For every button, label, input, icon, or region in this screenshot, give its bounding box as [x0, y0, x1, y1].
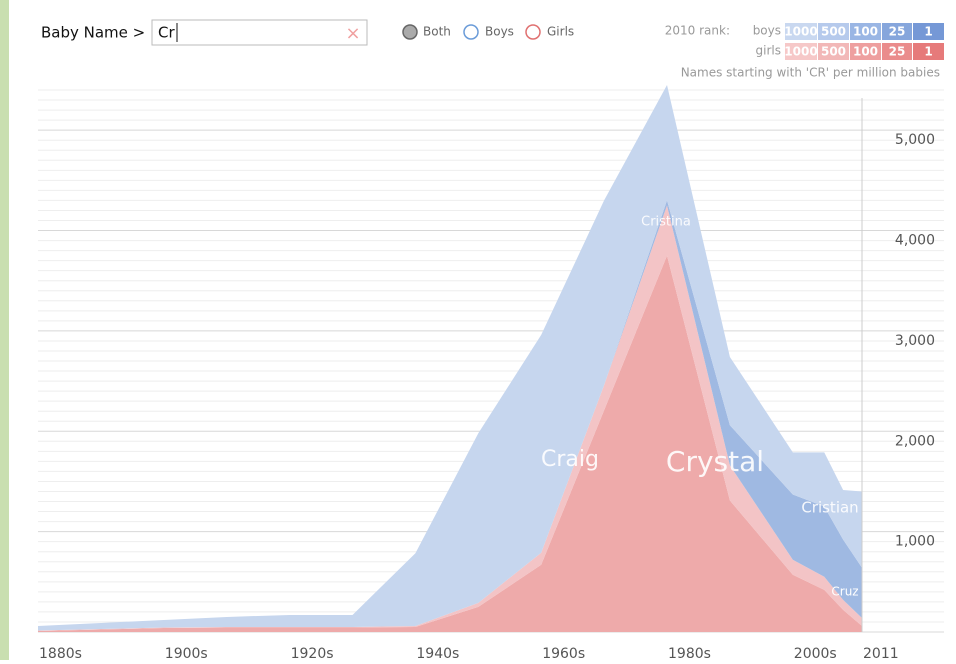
y-tick-label: 3,000 — [895, 333, 935, 349]
rank-level: 100 — [853, 25, 878, 39]
rank-box[interactable] — [882, 43, 912, 60]
x-tick-label: 1960s — [542, 646, 585, 660]
rank-level: 25 — [889, 45, 906, 59]
rank-box[interactable] — [818, 23, 849, 40]
rank-level: 500 — [821, 25, 846, 39]
x-tick-label: 2000s — [794, 646, 837, 660]
rank-box[interactable] — [785, 23, 817, 40]
rank-level: 500 — [821, 45, 846, 59]
rank-level: 1 — [924, 45, 932, 59]
y-tick-label: 4,000 — [895, 233, 935, 249]
rank-box[interactable] — [818, 43, 849, 60]
search-label: Baby Name > — [41, 24, 145, 42]
rank-box[interactable] — [850, 43, 881, 60]
rank-girls-label: girls — [756, 44, 781, 58]
chart-subtitle: Names starting with 'CR' per million bab… — [681, 66, 940, 80]
search-input[interactable] — [151, 19, 368, 46]
x-tick-label: 2011 — [863, 646, 899, 660]
y-tick-label: 2,000 — [895, 433, 935, 449]
radio-label: Boys — [485, 25, 514, 39]
x-tick-label: 1900s — [165, 646, 208, 660]
area — [38, 255, 862, 632]
rank-boys-label: boys — [753, 24, 781, 38]
area-label: Cristina — [641, 215, 691, 230]
area-label: Cruz — [831, 585, 858, 599]
rank-box[interactable] — [913, 23, 944, 40]
radio-both[interactable] — [402, 24, 418, 40]
x-tick-label: 1880s — [39, 646, 82, 660]
y-tick-label: 5,000 — [895, 132, 935, 148]
rank-label: 2010 rank: — [665, 24, 730, 38]
x-tick-label: 1940s — [416, 646, 459, 660]
y-tick-label: 1,000 — [895, 534, 935, 550]
rank-box[interactable] — [850, 23, 881, 40]
search-value: Cr — [158, 24, 175, 42]
x-tick-label: 1980s — [668, 646, 711, 660]
clear-button[interactable]: × — [345, 23, 360, 44]
radio-girls[interactable] — [525, 24, 541, 40]
side-bar — [0, 0, 9, 660]
x-tick-label: 1920s — [291, 646, 334, 660]
rank-level: 25 — [889, 25, 906, 39]
radio-boys[interactable] — [463, 24, 479, 40]
area-label: Crystal — [666, 445, 764, 478]
rank-box[interactable] — [882, 23, 912, 40]
rank-level: 1000 — [784, 45, 817, 59]
radio-label: Girls — [547, 25, 574, 39]
rank-box[interactable] — [913, 43, 944, 60]
area-label: Craig — [541, 447, 599, 472]
rank-level: 1 — [924, 25, 932, 39]
area — [38, 85, 862, 631]
rank-box[interactable] — [785, 43, 817, 60]
radio-label: Both — [423, 25, 451, 39]
area-label: Cristian — [801, 499, 858, 517]
rank-level: 100 — [853, 45, 878, 59]
rank-level: 1000 — [784, 25, 817, 39]
